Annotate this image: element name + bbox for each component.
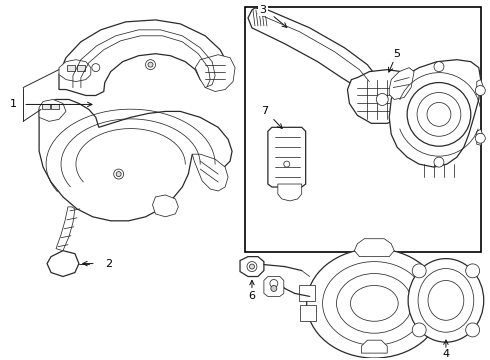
Circle shape <box>412 323 426 337</box>
Ellipse shape <box>428 280 464 320</box>
Bar <box>434 305 450 321</box>
Circle shape <box>271 285 277 292</box>
Circle shape <box>417 93 461 136</box>
Polygon shape <box>152 195 178 217</box>
Circle shape <box>146 60 155 69</box>
Text: 1: 1 <box>10 99 17 109</box>
Polygon shape <box>477 129 484 145</box>
Polygon shape <box>196 55 235 91</box>
Polygon shape <box>240 257 264 276</box>
Polygon shape <box>477 80 484 95</box>
Bar <box>51 104 59 109</box>
Text: 6: 6 <box>248 291 255 301</box>
Circle shape <box>466 323 480 337</box>
Polygon shape <box>354 239 394 257</box>
Text: 3: 3 <box>259 5 267 15</box>
Polygon shape <box>268 127 306 187</box>
Ellipse shape <box>350 285 398 321</box>
Circle shape <box>148 62 153 67</box>
Polygon shape <box>39 99 66 121</box>
Polygon shape <box>389 68 414 99</box>
Circle shape <box>376 94 388 105</box>
Circle shape <box>284 161 290 167</box>
Polygon shape <box>192 154 228 191</box>
Text: 4: 4 <box>442 349 449 359</box>
Bar <box>77 65 85 71</box>
Polygon shape <box>56 207 75 251</box>
Bar <box>299 285 315 301</box>
Polygon shape <box>59 60 91 82</box>
Circle shape <box>92 64 100 72</box>
Circle shape <box>249 264 254 269</box>
Circle shape <box>114 169 123 179</box>
Polygon shape <box>389 60 481 167</box>
Polygon shape <box>47 251 79 276</box>
Circle shape <box>475 86 485 95</box>
Circle shape <box>412 264 426 278</box>
Circle shape <box>270 279 278 287</box>
Circle shape <box>434 62 444 72</box>
Ellipse shape <box>307 249 442 358</box>
Circle shape <box>466 264 480 278</box>
Bar <box>434 285 450 301</box>
Circle shape <box>434 157 444 167</box>
Polygon shape <box>59 20 228 95</box>
Circle shape <box>407 82 471 146</box>
Polygon shape <box>347 69 414 123</box>
Text: 7: 7 <box>261 107 269 116</box>
Polygon shape <box>264 276 284 296</box>
Ellipse shape <box>337 274 412 333</box>
Circle shape <box>427 103 451 126</box>
Bar <box>245 7 481 252</box>
Bar <box>42 104 50 109</box>
Polygon shape <box>362 340 387 353</box>
Ellipse shape <box>322 262 426 345</box>
Bar <box>300 305 316 321</box>
Ellipse shape <box>408 258 484 342</box>
Circle shape <box>475 133 485 143</box>
Polygon shape <box>278 184 302 201</box>
Text: 2: 2 <box>105 258 112 269</box>
Text: 5: 5 <box>393 49 401 59</box>
Bar <box>67 65 75 71</box>
Ellipse shape <box>418 269 474 332</box>
Circle shape <box>116 172 121 176</box>
Polygon shape <box>39 99 232 221</box>
Circle shape <box>247 262 257 271</box>
Polygon shape <box>248 8 377 90</box>
